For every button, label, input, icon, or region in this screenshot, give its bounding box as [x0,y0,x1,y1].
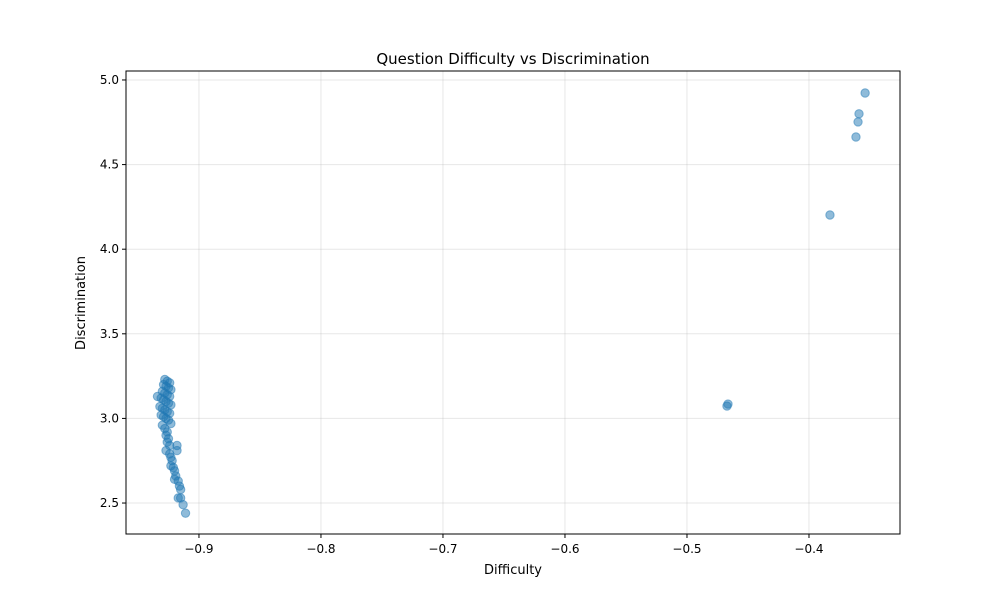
x-tick-label: −0.8 [306,542,335,556]
x-tick-label: −0.5 [672,542,701,556]
y-tick-label: 4.0 [100,242,119,256]
y-axis-label: Discrimination [74,256,89,350]
point [180,508,191,518]
y-tick-label: 5.0 [100,73,119,87]
axes-frame [125,70,901,535]
x-axis-label: Difficulty [484,563,542,578]
point [178,500,188,510]
point [860,88,870,98]
point [853,117,863,127]
x-tick-label: −0.9 [184,542,213,556]
points [152,88,870,518]
x-tick-label: −0.7 [428,542,457,556]
y-tick-label: 3.0 [100,411,119,425]
grid [126,71,900,534]
point [854,109,864,119]
point [175,484,186,495]
ticks: −0.9 −0.8 −0.7 −0.6 −0.5 −0.4 2.5 3.0 3.5 4.0 4.5 5… [100,73,824,556]
y-tick-label: 3.5 [100,327,119,341]
chart-title: Question Difficulty vs Discrimination [376,50,649,68]
y-tick-label: 2.5 [100,496,119,510]
point [722,401,732,411]
point [851,132,861,142]
x-tick-label: −0.4 [794,542,823,556]
y-tick-label: 4.5 [100,158,119,172]
point [825,210,835,220]
x-tick-label: −0.6 [550,542,579,556]
